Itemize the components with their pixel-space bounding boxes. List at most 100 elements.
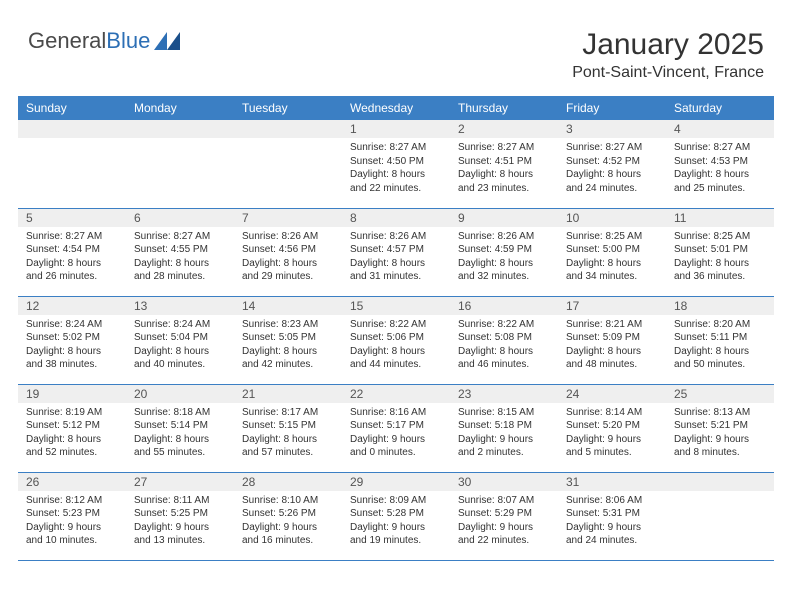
day-details: Sunrise: 8:27 AMSunset: 4:53 PMDaylight:…	[666, 138, 774, 199]
day-number: 29	[342, 473, 450, 491]
sunset-text: Sunset: 5:31 PM	[566, 507, 658, 521]
day-details: Sunrise: 8:21 AMSunset: 5:09 PMDaylight:…	[558, 315, 666, 376]
day-number: 31	[558, 473, 666, 491]
daylight-line1: Daylight: 8 hours	[350, 257, 442, 271]
daylight-line1: Daylight: 8 hours	[134, 433, 226, 447]
day-number: 28	[234, 473, 342, 491]
day-details: Sunrise: 8:13 AMSunset: 5:21 PMDaylight:…	[666, 403, 774, 464]
sunset-text: Sunset: 4:57 PM	[350, 243, 442, 257]
calendar-cell: 28Sunrise: 8:10 AMSunset: 5:26 PMDayligh…	[234, 472, 342, 560]
day-number	[666, 473, 774, 491]
day-details: Sunrise: 8:24 AMSunset: 5:04 PMDaylight:…	[126, 315, 234, 376]
day-number: 30	[450, 473, 558, 491]
calendar-cell: 19 Sunrise: 8:19 AMSunset: 5:12 PMDayligh…	[18, 384, 126, 472]
sunset-text: Sunset: 4:55 PM	[134, 243, 226, 257]
sunset-text: Sunset: 4:56 PM	[242, 243, 334, 257]
daylight-line1: Daylight: 8 hours	[242, 345, 334, 359]
sunset-text: Sunset: 5:14 PM	[134, 419, 226, 433]
daylight-line2: and 22 minutes.	[350, 182, 442, 196]
day-number: 20	[126, 385, 234, 403]
calendar-cell: 13Sunrise: 8:24 AMSunset: 5:04 PMDayligh…	[126, 296, 234, 384]
daylight-line1: Daylight: 9 hours	[458, 521, 550, 535]
sunrise-text: Sunrise: 8:09 AM	[350, 494, 442, 508]
page-header: GeneralBlue January 2025 Pont-Saint-Vinc…	[0, 0, 792, 88]
daylight-line2: and 36 minutes.	[674, 270, 766, 284]
sunrise-text: Sunrise: 8:27 AM	[674, 141, 766, 155]
daylight-line2: and 22 minutes.	[458, 534, 550, 548]
daylight-line2: and 42 minutes.	[242, 358, 334, 372]
logo: GeneralBlue	[28, 28, 180, 54]
sunrise-text: Sunrise: 8:07 AM	[458, 494, 550, 508]
day-details: Sunrise: 8:16 AMSunset: 5:17 PMDaylight:…	[342, 403, 450, 464]
sunset-text: Sunset: 5:29 PM	[458, 507, 550, 521]
sunrise-text: Sunrise: 8:16 AM	[350, 406, 442, 420]
sunrise-text: Sunrise: 8:27 AM	[134, 230, 226, 244]
calendar-cell: 25Sunrise: 8:13 AMSunset: 5:21 PMDayligh…	[666, 384, 774, 472]
daylight-line1: Daylight: 8 hours	[134, 345, 226, 359]
sunrise-text: Sunrise: 8:24 AM	[134, 318, 226, 332]
calendar-cell: 17Sunrise: 8:21 AMSunset: 5:09 PMDayligh…	[558, 296, 666, 384]
day-details: Sunrise: 8:27 AMSunset: 4:55 PMDaylight:…	[126, 227, 234, 288]
daylight-line1: Daylight: 8 hours	[566, 345, 658, 359]
daylight-line2: and 48 minutes.	[566, 358, 658, 372]
calendar-cell: 21Sunrise: 8:17 AMSunset: 5:15 PMDayligh…	[234, 384, 342, 472]
calendar-week: 5Sunrise: 8:27 AMSunset: 4:54 PMDaylight…	[18, 208, 774, 296]
daylight-line2: and 0 minutes.	[350, 446, 442, 460]
daylight-line2: and 28 minutes.	[134, 270, 226, 284]
day-details: Sunrise: 8:27 AMSunset: 4:54 PMDaylight:…	[18, 227, 126, 288]
sunset-text: Sunset: 4:51 PM	[458, 155, 550, 169]
day-number	[126, 120, 234, 138]
day-number: 3	[558, 120, 666, 138]
daylight-line2: and 29 minutes.	[242, 270, 334, 284]
calendar-head: SundayMondayTuesdayWednesdayThursdayFrid…	[18, 96, 774, 120]
day-number: 2	[450, 120, 558, 138]
daylight-line1: Daylight: 8 hours	[26, 433, 118, 447]
title-block: January 2025 Pont-Saint-Vincent, France	[572, 28, 764, 82]
sunset-text: Sunset: 5:23 PM	[26, 507, 118, 521]
day-details: Sunrise: 8:24 AMSunset: 5:02 PMDaylight:…	[18, 315, 126, 376]
day-details: Sunrise: 8:23 AMSunset: 5:05 PMDaylight:…	[234, 315, 342, 376]
calendar-cell: 1Sunrise: 8:27 AMSunset: 4:50 PMDaylight…	[342, 120, 450, 208]
sunset-text: Sunset: 4:59 PM	[458, 243, 550, 257]
day-number: 22	[342, 385, 450, 403]
daylight-line1: Daylight: 8 hours	[134, 257, 226, 271]
day-details: Sunrise: 8:25 AMSunset: 5:00 PMDaylight:…	[558, 227, 666, 288]
day-details: Sunrise: 8:14 AMSunset: 5:20 PMDaylight:…	[558, 403, 666, 464]
sunrise-text: Sunrise: 8:14 AM	[566, 406, 658, 420]
sunrise-text: Sunrise: 8:20 AM	[674, 318, 766, 332]
calendar-cell: 23Sunrise: 8:15 AMSunset: 5:18 PMDayligh…	[450, 384, 558, 472]
sunrise-text: Sunrise: 8:10 AM	[242, 494, 334, 508]
calendar-week: 12Sunrise: 8:24 AMSunset: 5:02 PMDayligh…	[18, 296, 774, 384]
day-number: 24	[558, 385, 666, 403]
sunset-text: Sunset: 5:09 PM	[566, 331, 658, 345]
daylight-line2: and 46 minutes.	[458, 358, 550, 372]
calendar-cell: 8Sunrise: 8:26 AMSunset: 4:57 PMDaylight…	[342, 208, 450, 296]
sunset-text: Sunset: 5:20 PM	[566, 419, 658, 433]
day-details: Sunrise: 8:07 AMSunset: 5:29 PMDaylight:…	[450, 491, 558, 552]
daylight-line2: and 19 minutes.	[350, 534, 442, 548]
calendar-cell	[666, 472, 774, 560]
day-details: Sunrise: 8:10 AMSunset: 5:26 PMDaylight:…	[234, 491, 342, 552]
day-details: Sunrise: 8:20 AMSunset: 5:11 PMDaylight:…	[666, 315, 774, 376]
sunset-text: Sunset: 5:00 PM	[566, 243, 658, 257]
daylight-line2: and 32 minutes.	[458, 270, 550, 284]
day-number: 9	[450, 209, 558, 227]
day-number: 7	[234, 209, 342, 227]
calendar-cell: 11Sunrise: 8:25 AMSunset: 5:01 PMDayligh…	[666, 208, 774, 296]
day-number: 27	[126, 473, 234, 491]
day-number: 19	[18, 385, 126, 403]
day-number: 15	[342, 297, 450, 315]
sunrise-text: Sunrise: 8:26 AM	[242, 230, 334, 244]
sunset-text: Sunset: 5:12 PM	[26, 419, 118, 433]
day-number: 6	[126, 209, 234, 227]
day-details: Sunrise: 8:26 AMSunset: 4:56 PMDaylight:…	[234, 227, 342, 288]
daylight-line2: and 16 minutes.	[242, 534, 334, 548]
sunrise-text: Sunrise: 8:22 AM	[350, 318, 442, 332]
daylight-line1: Daylight: 8 hours	[458, 257, 550, 271]
day-details: Sunrise: 8:18 AMSunset: 5:14 PMDaylight:…	[126, 403, 234, 464]
sunset-text: Sunset: 4:50 PM	[350, 155, 442, 169]
day-number: 14	[234, 297, 342, 315]
daylight-line1: Daylight: 9 hours	[350, 521, 442, 535]
sunrise-text: Sunrise: 8:19 AM	[26, 406, 118, 420]
daylight-line1: Daylight: 8 hours	[674, 257, 766, 271]
